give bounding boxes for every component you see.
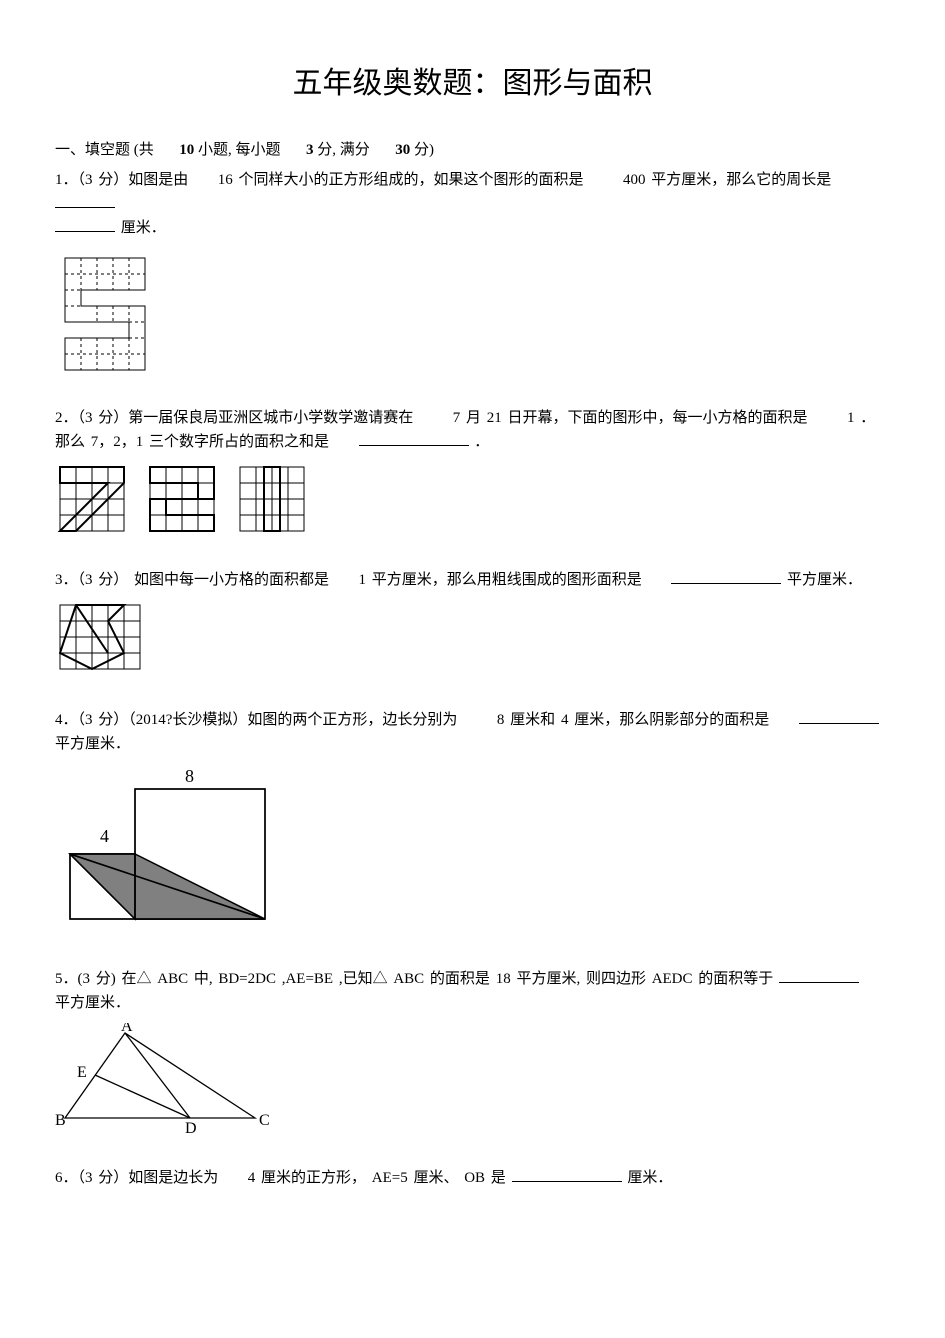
q1-figure	[55, 248, 890, 378]
q1-area: 400	[623, 172, 646, 188]
q2-figure	[55, 462, 890, 540]
sec-total: 30	[395, 142, 410, 158]
q4-label-8: 8	[185, 766, 194, 786]
question-1: 1．（3 分）如图是由 16 个同样大小的正方形组成的，如果这个图形的面积是 4…	[55, 168, 890, 378]
q5-D: D	[185, 1120, 197, 1137]
q4-unit: 平方厘米．	[55, 736, 130, 752]
q4-label-4: 4	[100, 826, 109, 846]
q2-date: 7 月 21	[453, 410, 502, 426]
sec-c: 分, 满分	[317, 142, 370, 158]
question-3: 3．（3 分） 如图中每一小方格的面积都是 1 平方厘米，那么用粗线围成的图形面…	[55, 568, 890, 680]
q5-mid: 平方厘米, 则四边形 AEDC 的面积等于	[516, 971, 773, 987]
q4-post: 厘米，那么阴影部分的面积是	[574, 712, 769, 728]
q2-pre: 2．（3 分）第一届保良局亚洲区城市小学数学邀请赛在	[55, 410, 413, 426]
q5-A: A	[121, 1023, 133, 1035]
q1-unit: 厘米．	[121, 220, 166, 236]
q5-blank	[779, 967, 859, 983]
q4-mid: 厘米和	[510, 712, 555, 728]
q5-E: E	[77, 1064, 87, 1081]
q3-blank	[671, 568, 781, 584]
q4-blank	[799, 708, 879, 724]
q1-blank	[55, 192, 115, 208]
q5-figure: A B C D E	[55, 1023, 890, 1138]
q6-pre: 6．（3 分）如图是边长为	[55, 1170, 218, 1186]
sec-count: 10	[179, 142, 194, 158]
q2-blank	[359, 430, 469, 446]
q1-n: 16	[218, 172, 233, 188]
question-5: 5．(3 分) 在△ ABC 中, BD=2DC ,AE=BE ,已知△ ABC…	[55, 967, 890, 1138]
q5-unit: 平方厘米．	[55, 995, 130, 1011]
sec-a: 一、填空题 (共	[55, 142, 154, 158]
question-4: 4．（3 分）（2014?长沙模拟）如图的两个正方形，边长分别为 8 厘米和 4…	[55, 708, 890, 939]
section-header: 一、填空题 (共 10 小题, 每小题 3 分, 满分 30 分)	[55, 138, 890, 162]
q3-pre: 3．（3 分） 如图中每一小方格的面积都是	[55, 572, 329, 588]
q1-blank2	[55, 216, 115, 232]
q3-figure	[55, 600, 890, 680]
q5-C: C	[259, 1112, 270, 1129]
q6-blank	[512, 1166, 622, 1182]
page-title: 五年级奥数题：图形与面积	[55, 60, 890, 108]
q2-end: ．	[474, 434, 489, 450]
q1-post: 平方厘米，那么它的周长是	[651, 172, 831, 188]
sec-d: 分)	[414, 142, 434, 158]
q3-mid: 平方厘米，那么用粗线围成的图形面积是	[372, 572, 642, 588]
q1-mid: 个同样大小的正方形组成的，如果这个图形的面积是	[239, 172, 584, 188]
q6-unit: 厘米．	[627, 1170, 672, 1186]
q6-side: 4	[248, 1170, 256, 1186]
q4-b: 4	[561, 712, 569, 728]
q5-B: B	[55, 1112, 66, 1129]
question-2: 2．（3 分）第一届保良局亚洲区城市小学数学邀请赛在 7 月 21 日开幕，下面…	[55, 406, 890, 540]
q5-pre: 5．(3 分) 在△ ABC 中, BD=2DC ,AE=BE ,已知△ ABC…	[55, 971, 490, 987]
q4-figure: 8 4	[55, 764, 890, 939]
q4-a: 8	[497, 712, 505, 728]
q2-one: 1	[847, 410, 855, 426]
q6-mid: 厘米的正方形， AE=5 厘米、 OB 是	[261, 1170, 506, 1186]
q4-pre: 4．（3 分）（2014?长沙模拟）如图的两个正方形，边长分别为	[55, 712, 457, 728]
q5-area: 18	[496, 971, 511, 987]
sec-b: 小题, 每小题	[198, 142, 281, 158]
q2-mid: 日开幕，下面的图形中，每一小方格的面积是	[508, 410, 808, 426]
question-6: 6．（3 分）如图是边长为 4 厘米的正方形， AE=5 厘米、 OB 是 厘米…	[55, 1166, 890, 1190]
q3-unit: 平方厘米．	[787, 572, 862, 588]
q1-pre: 1．（3 分）如图是由	[55, 172, 188, 188]
sec-per: 3	[306, 142, 314, 158]
q3-one: 1	[359, 572, 367, 588]
